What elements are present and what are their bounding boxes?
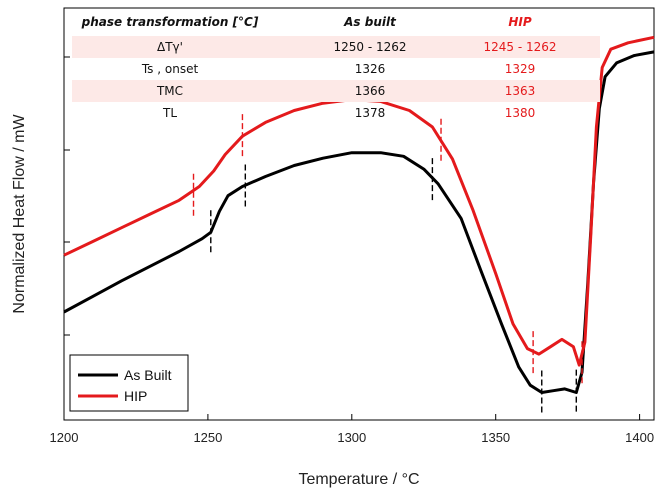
table-cell-hip: 1363 — [505, 84, 536, 98]
table-cell-hip: 1329 — [505, 62, 536, 76]
table-header-hip: HIP — [508, 15, 532, 29]
table-cell-as-built: 1366 — [355, 84, 386, 98]
table-row-label: Ts , onset — [141, 62, 199, 76]
legend-label-hip: HIP — [124, 388, 147, 404]
x-tick-label: 1350 — [481, 430, 510, 445]
x-tick-label: 1200 — [50, 430, 79, 445]
table-cell-as-built: 1250 - 1262 — [333, 40, 406, 54]
x-tick-label: 1250 — [193, 430, 222, 445]
table-cell-as-built: 1378 — [355, 106, 386, 120]
legend: As Built HIP — [70, 355, 188, 411]
table-row-label: ΔTγ' — [157, 40, 183, 54]
x-tick-label: 1400 — [625, 430, 654, 445]
table-header-as-built: As built — [343, 15, 397, 29]
table-header-label: phase transformation [°C] — [81, 15, 259, 29]
table-row-label: TL — [162, 106, 177, 120]
x-axis-title: Temperature / °C — [298, 471, 419, 488]
table-cell-as-built: 1326 — [355, 62, 386, 76]
table-row-label: TMC — [156, 84, 183, 98]
y-axis-title: Normalized Heat Flow / mW — [11, 114, 28, 314]
table-cell-hip: 1380 — [505, 106, 536, 120]
legend-label-as-built: As Built — [124, 367, 172, 383]
table-cell-hip: 1245 - 1262 — [483, 40, 556, 54]
x-tick-label: 1300 — [337, 430, 366, 445]
